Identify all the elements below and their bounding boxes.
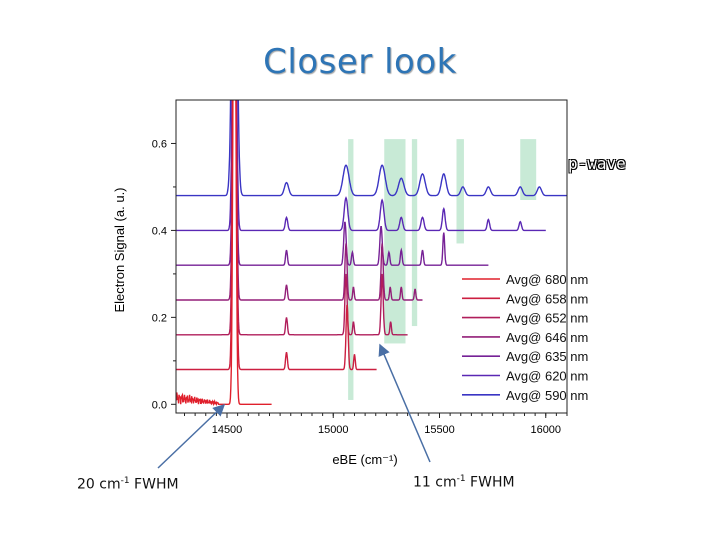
series-line	[176, 100, 423, 301]
slide-title: Closer look	[263, 42, 457, 82]
series-line	[176, 100, 377, 371]
p-wave-label: p-wave	[568, 154, 626, 173]
legend-label: Avg@ 635 nm	[506, 349, 588, 364]
axis-ticks: 14500 15000 15500 16000 0.0 0.2 0.4 0.6	[152, 138, 568, 436]
y-tick-label: 0.6	[152, 138, 167, 150]
highlight-band-3	[411, 139, 418, 327]
legend-label: Avg@ 590 nm	[506, 388, 588, 403]
legend: Avg@ 680 nm Avg@ 658 nm Avg@ 652 nm Avg@ 64…	[462, 272, 588, 403]
x-axis-label: eBE (cm⁻¹)	[332, 452, 397, 467]
legend-label: Avg@ 646 nm	[506, 330, 588, 345]
series-line	[176, 100, 272, 407]
x-tick-label: 14500	[212, 424, 243, 436]
legend-label: Avg@ 620 nm	[506, 369, 588, 384]
series-line	[176, 100, 408, 336]
highlight-band-5	[520, 139, 537, 200]
legend-label: Avg@ 658 nm	[506, 291, 588, 306]
x-tick-label: 15000	[318, 424, 349, 436]
fwhm-annotation-left: 20 cm-1 FWHM	[77, 476, 179, 493]
highlight-band-2	[384, 139, 406, 344]
y-tick-label: 0.4	[152, 225, 167, 237]
y-axis-label: Electron Signal (a. u.)	[112, 187, 127, 312]
legend-label: Avg@ 652 nm	[506, 311, 588, 326]
plot-frame	[175, 99, 568, 414]
annotation-arrow-right	[378, 343, 431, 463]
x-tick-label: 16000	[530, 424, 561, 436]
series-line	[176, 100, 489, 266]
y-tick-label: 0.0	[152, 399, 167, 411]
legend-label: Avg@ 680 nm	[506, 272, 588, 287]
y-tick-label: 0.2	[152, 312, 167, 324]
annotation-arrow-left	[157, 403, 226, 469]
highlight-band-1	[348, 139, 354, 400]
fwhm-annotation-right: 11 cm-1 FWHM	[413, 474, 515, 491]
series-line	[176, 100, 567, 197]
x-tick-label: 15500	[424, 424, 455, 436]
